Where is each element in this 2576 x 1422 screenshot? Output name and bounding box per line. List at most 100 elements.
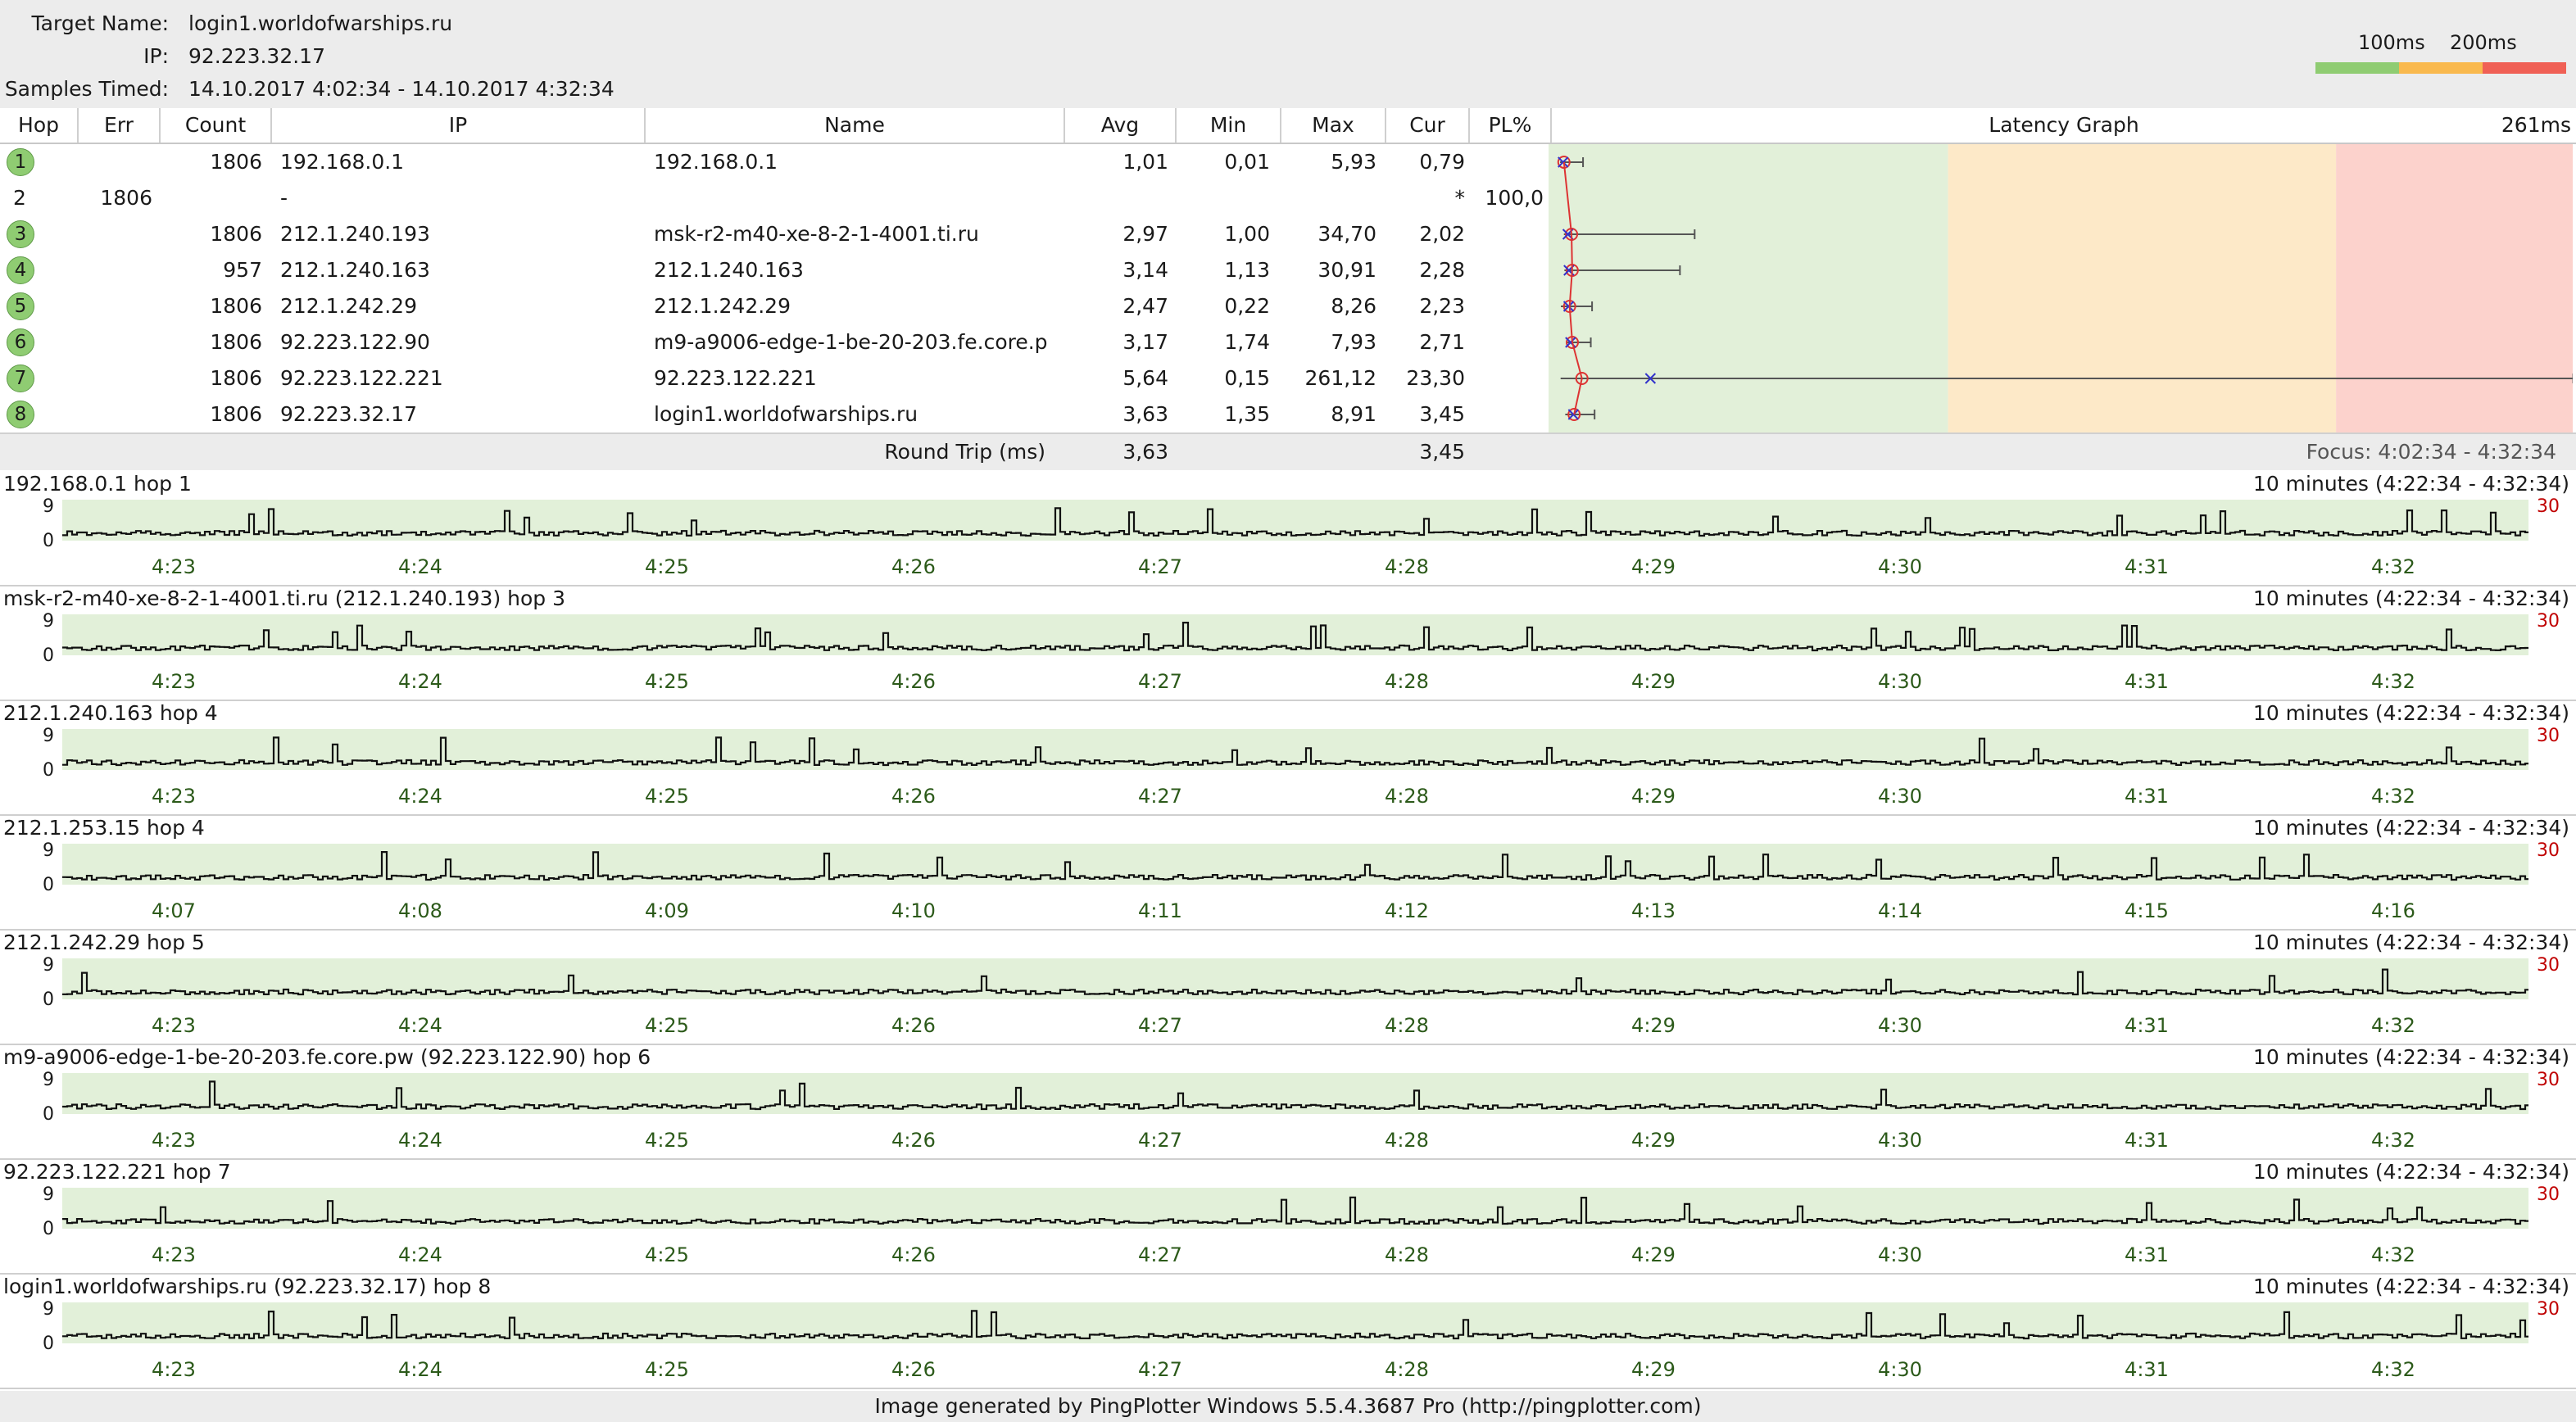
samples-label: Samples Timed: xyxy=(4,77,169,101)
time-graph-ymin: 0 xyxy=(43,760,54,781)
hop-pl xyxy=(1470,144,1544,180)
time-graph-tick: 4:23 xyxy=(152,1014,196,1037)
hop-min: 1,74 xyxy=(1224,330,1270,354)
col-max[interactable]: Max xyxy=(1281,108,1386,143)
time-graph-tick: 4:32 xyxy=(2371,785,2415,808)
hop-count: 1806 xyxy=(210,150,262,174)
time-graph-range: 10 minutes (4:22:34 - 4:32:34) xyxy=(2252,1045,2569,1069)
time-graph-range: 10 minutes (4:22:34 - 4:32:34) xyxy=(2252,1160,2569,1184)
hop-row[interactable]: 7 1806 92.223.122.221 92.223.122.221 5,64 0,1… xyxy=(0,360,2576,396)
time-graph-ymax: 9 xyxy=(43,1184,54,1205)
legend-200ms: 200ms xyxy=(2450,31,2517,54)
time-graph-title: 192.168.0.1 hop 1 xyxy=(3,472,192,496)
hop-err xyxy=(79,144,152,180)
time-graph-tick: 4:25 xyxy=(645,1014,689,1037)
col-ip[interactable]: IP xyxy=(272,108,646,143)
time-graph-tick: 4:23 xyxy=(152,1129,196,1152)
hop-cur: 2,02 xyxy=(1419,222,1465,246)
time-graph-title: 212.1.240.163 hop 4 xyxy=(3,701,218,725)
time-graph-line xyxy=(62,851,2528,881)
hop-avg: 3,14 xyxy=(1122,258,1168,282)
hop-min xyxy=(1177,180,1270,216)
time-graph[interactable]: 192.168.0.1 hop 1 10 minutes (4:22:34 - … xyxy=(0,470,2576,586)
time-graph-line xyxy=(62,968,2528,996)
hop-row[interactable]: 8 1806 92.223.32.17 login1.worldofwarships.… xyxy=(0,396,2576,432)
hop-avg: 1,01 xyxy=(1122,150,1168,174)
time-graph-tick: 4:32 xyxy=(2371,1129,2415,1152)
time-graph[interactable]: msk-r2-m40-xe-8-2-1-4001.ti.ru (212.1.24… xyxy=(0,585,2576,701)
legend-green xyxy=(2315,62,2399,74)
hop-row[interactable]: 1 1806 192.168.0.1 192.168.0.1 1,01 0,01 5,93 0… xyxy=(0,144,2576,180)
hop-ip: - xyxy=(280,186,288,210)
legend-orange xyxy=(2399,62,2483,74)
hop-name: m9-a9006-edge-1-be-20-203.fe.core.p xyxy=(654,330,1048,354)
col-min[interactable]: Min xyxy=(1177,108,1281,143)
hop-count: 957 xyxy=(223,258,262,282)
hop-min: 0,22 xyxy=(1224,294,1270,318)
time-graph-tick: 4:11 xyxy=(1138,899,1182,922)
hop-row[interactable]: 6 1806 92.223.122.90 m9-a9006-edge-1-be-20-… xyxy=(0,324,2576,360)
hop-min: 1,00 xyxy=(1224,222,1270,246)
target-name-value: login1.worldofwarships.ru xyxy=(188,11,453,35)
hop-pl xyxy=(1470,216,1544,252)
hop-count: 1806 xyxy=(210,402,262,426)
time-graph-tick: 4:24 xyxy=(398,1358,442,1381)
time-graph-tick: 4:10 xyxy=(891,899,936,922)
col-avg[interactable]: Avg xyxy=(1065,108,1177,143)
time-graph-tick: 4:26 xyxy=(891,1243,936,1266)
hop-max: 34,70 xyxy=(1317,222,1376,246)
time-graph-ymax: 9 xyxy=(43,1299,54,1320)
time-graph[interactable]: m9-a9006-edge-1-be-20-203.fe.core.pw (92… xyxy=(0,1044,2576,1160)
time-graph-line xyxy=(62,1080,2528,1111)
hop-ip: 212.1.240.163 xyxy=(280,258,430,282)
footer-credit: Image generated by PingPlotter Windows 5… xyxy=(0,1391,2576,1422)
hop-row[interactable]: 3 1806 212.1.240.193 msk-r2-m40-xe-8-2-1-40… xyxy=(0,216,2576,252)
time-graph-range: 10 minutes (4:22:34 - 4:32:34) xyxy=(2252,586,2569,610)
time-graph-ymax: 9 xyxy=(43,726,54,746)
col-name[interactable]: Name xyxy=(646,108,1065,143)
col-err[interactable]: Err xyxy=(79,108,161,143)
hop-max: 7,93 xyxy=(1331,330,1376,354)
time-graph-range: 10 minutes (4:22:34 - 4:32:34) xyxy=(2252,931,2569,954)
hop-row[interactable]: 2 1806 - * 100,0 xyxy=(0,180,2576,216)
time-graph-tick: 4:26 xyxy=(891,670,936,693)
hop-row[interactable]: 4 957 212.1.240.163 212.1.240.163 3,14 1,13 30… xyxy=(0,252,2576,288)
hop-name: 212.1.242.29 xyxy=(654,294,791,318)
time-graph-tick: 4:27 xyxy=(1138,555,1182,578)
time-graph[interactable]: login1.worldofwarships.ru (92.223.32.17)… xyxy=(0,1273,2576,1389)
hop-count: 1806 xyxy=(210,366,262,390)
time-graph[interactable]: 212.1.253.15 hop 4 10 minutes (4:22:34 -… xyxy=(0,814,2576,931)
time-graph-tick: 4:30 xyxy=(1878,785,1922,808)
time-graph-tick: 4:27 xyxy=(1138,1243,1182,1266)
time-graph-tick: 4:29 xyxy=(1631,555,1676,578)
time-graph-tick: 4:15 xyxy=(2125,899,2169,922)
time-graph-line xyxy=(62,736,2528,767)
time-graph[interactable]: 212.1.240.163 hop 4 10 minutes (4:22:34 … xyxy=(0,700,2576,816)
hop-number-badge: 3 xyxy=(7,220,34,248)
hop-row[interactable]: 5 1806 212.1.242.29 212.1.242.29 2,47 0,22 8,2… xyxy=(0,288,2576,324)
hop-cur: 2,28 xyxy=(1419,258,1465,282)
time-graph-ymax: 9 xyxy=(43,496,54,517)
col-pl[interactable]: PL% xyxy=(1470,108,1552,143)
time-graph-tick: 4:31 xyxy=(2125,670,2169,693)
time-graph-title: msk-r2-m40-xe-8-2-1-4001.ti.ru (212.1.24… xyxy=(3,586,566,610)
time-graph-ymin: 0 xyxy=(43,1334,54,1354)
col-hop[interactable]: Hop xyxy=(0,108,79,143)
latency-zone-red xyxy=(2336,144,2573,432)
time-graphs: 192.168.0.1 hop 1 10 minutes (4:22:34 - … xyxy=(0,470,2576,1391)
col-count[interactable]: Count xyxy=(161,108,272,143)
time-graph-ymin: 0 xyxy=(43,1104,54,1125)
time-graph[interactable]: 212.1.242.29 hop 5 10 minutes (4:22:34 -… xyxy=(0,929,2576,1045)
latency-cur-marker xyxy=(1567,409,1580,420)
time-graph-range: 10 minutes (4:22:34 - 4:32:34) xyxy=(2252,701,2569,725)
time-graph[interactable]: 92.223.122.221 hop 7 10 minutes (4:22:34… xyxy=(0,1158,2576,1275)
time-graph-tick: 4:28 xyxy=(1385,670,1429,693)
time-graph-tick: 4:29 xyxy=(1631,1129,1676,1152)
col-cur[interactable]: Cur xyxy=(1386,108,1470,143)
col-latency-graph[interactable]: Latency Graph xyxy=(1552,108,2576,143)
time-graph-tick: 4:32 xyxy=(2371,670,2415,693)
latency-avg-marker xyxy=(1575,372,1589,385)
hop-ip: 192.168.0.1 xyxy=(280,150,405,174)
time-graph-scale: 30 xyxy=(2537,1299,2560,1320)
time-graph-tick: 4:28 xyxy=(1385,1358,1429,1381)
